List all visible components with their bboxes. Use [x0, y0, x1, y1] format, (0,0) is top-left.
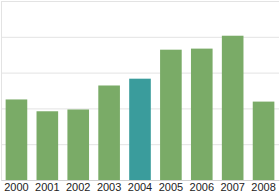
x-tick-label: 2000 — [4, 181, 28, 193]
bar — [6, 99, 28, 180]
x-tick-label: 2003 — [97, 181, 121, 193]
bars — [6, 36, 275, 180]
x-tick: 2003 — [97, 180, 121, 193]
x-tick: 2004 — [128, 180, 152, 193]
x-tick: 2002 — [66, 180, 90, 193]
grid-line — [1, 1, 279, 2]
x-tick-label: 2008 — [251, 181, 275, 193]
x-tick: 2007 — [220, 180, 244, 193]
bar — [191, 49, 213, 180]
x-tick-label: 2004 — [128, 181, 152, 193]
bar — [67, 109, 89, 180]
grid — [1, 2, 279, 181]
x-tick-label: 2007 — [220, 181, 244, 193]
bar — [98, 85, 120, 180]
x-tick-label: 2005 — [159, 181, 183, 193]
bar — [37, 111, 59, 180]
bar — [160, 50, 182, 180]
x-tick: 2005 — [159, 180, 183, 193]
y-axis-line — [1, 2, 2, 181]
x-tick: 2008 — [251, 180, 275, 193]
bar — [253, 102, 275, 180]
x-tick-label: 2002 — [66, 181, 90, 193]
y-axis — [1, 2, 3, 181]
bar — [222, 36, 244, 180]
plot: 2000 2001 2002 2003 2004 2005 2006 2007 2008 — [1, 2, 280, 193]
x-tick: 2006 — [190, 180, 214, 193]
x-tick-label: 2001 — [35, 181, 59, 193]
bar — [129, 79, 151, 180]
x-axis: 2000 2001 2002 2003 2004 2005 2006 2007 2008 — [2, 180, 280, 193]
x-tick-label: 2006 — [190, 181, 214, 193]
x-tick: 2000 — [4, 180, 28, 193]
x-tick: 2001 — [35, 180, 59, 193]
chart: 2000 2001 2002 2003 2004 2005 2006 2007 2008 — [0, 0, 280, 195]
